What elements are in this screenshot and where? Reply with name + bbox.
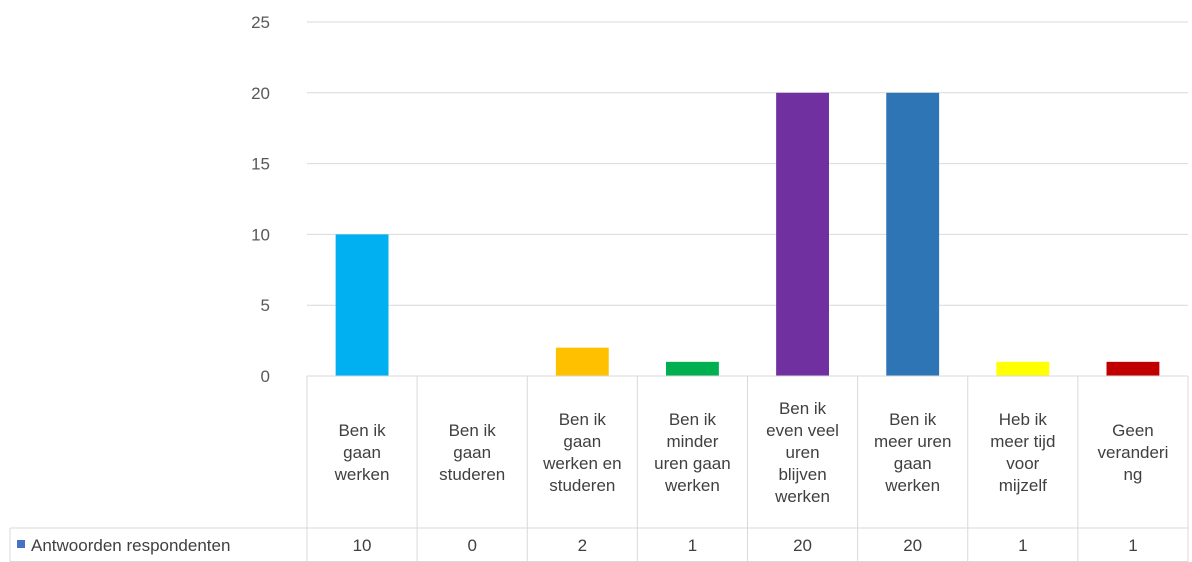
y-tick-label: 5	[261, 296, 270, 315]
table-value: 20	[903, 536, 922, 555]
table-value: 10	[353, 536, 372, 555]
bar	[996, 361, 1050, 376]
bar	[335, 234, 389, 376]
legend-label: Antwoorden respondenten	[31, 536, 230, 555]
category-label: Ben ik gaan studeren	[439, 421, 505, 484]
bar	[666, 361, 719, 376]
gridlines	[307, 21, 1188, 306]
data-table: Ben ik gaan werken Ben ik gaan studeren Ben ik…	[9, 375, 1189, 562]
y-tick-label: 10	[251, 225, 270, 244]
bar	[886, 92, 940, 377]
bar	[1106, 361, 1160, 376]
category-label: Ben ik gaan werken	[334, 421, 390, 484]
bar	[555, 347, 609, 376]
bars	[335, 92, 1160, 377]
table-value: 0	[467, 536, 476, 555]
category-label: Geen veranderi ng	[1098, 421, 1169, 484]
category-label: Heb ik meer tijd voor mijzelf	[990, 410, 1055, 495]
table-value: 20	[793, 536, 812, 555]
table-value: 1	[1128, 536, 1137, 555]
category-label: Ben ik meer uren gaan werken	[874, 410, 951, 495]
bar	[776, 92, 829, 377]
table-value: 1	[1018, 536, 1027, 555]
y-tick-label: 20	[251, 84, 270, 103]
table-value: 1	[688, 536, 697, 555]
y-tick-label: 15	[251, 155, 270, 174]
table-value: 2	[578, 536, 587, 555]
y-tick-label: 25	[251, 13, 270, 32]
y-axis-ticks: 0 5 10 15 20 25	[251, 13, 270, 386]
category-label: Ben ik minder uren gaan werken	[654, 410, 731, 495]
y-tick-label: 0	[261, 367, 270, 386]
category-label: Ben ik gaan werken en studeren	[542, 410, 621, 495]
category-label: Ben ik even veel uren blijven werken	[766, 399, 839, 506]
legend-marker	[17, 540, 25, 548]
